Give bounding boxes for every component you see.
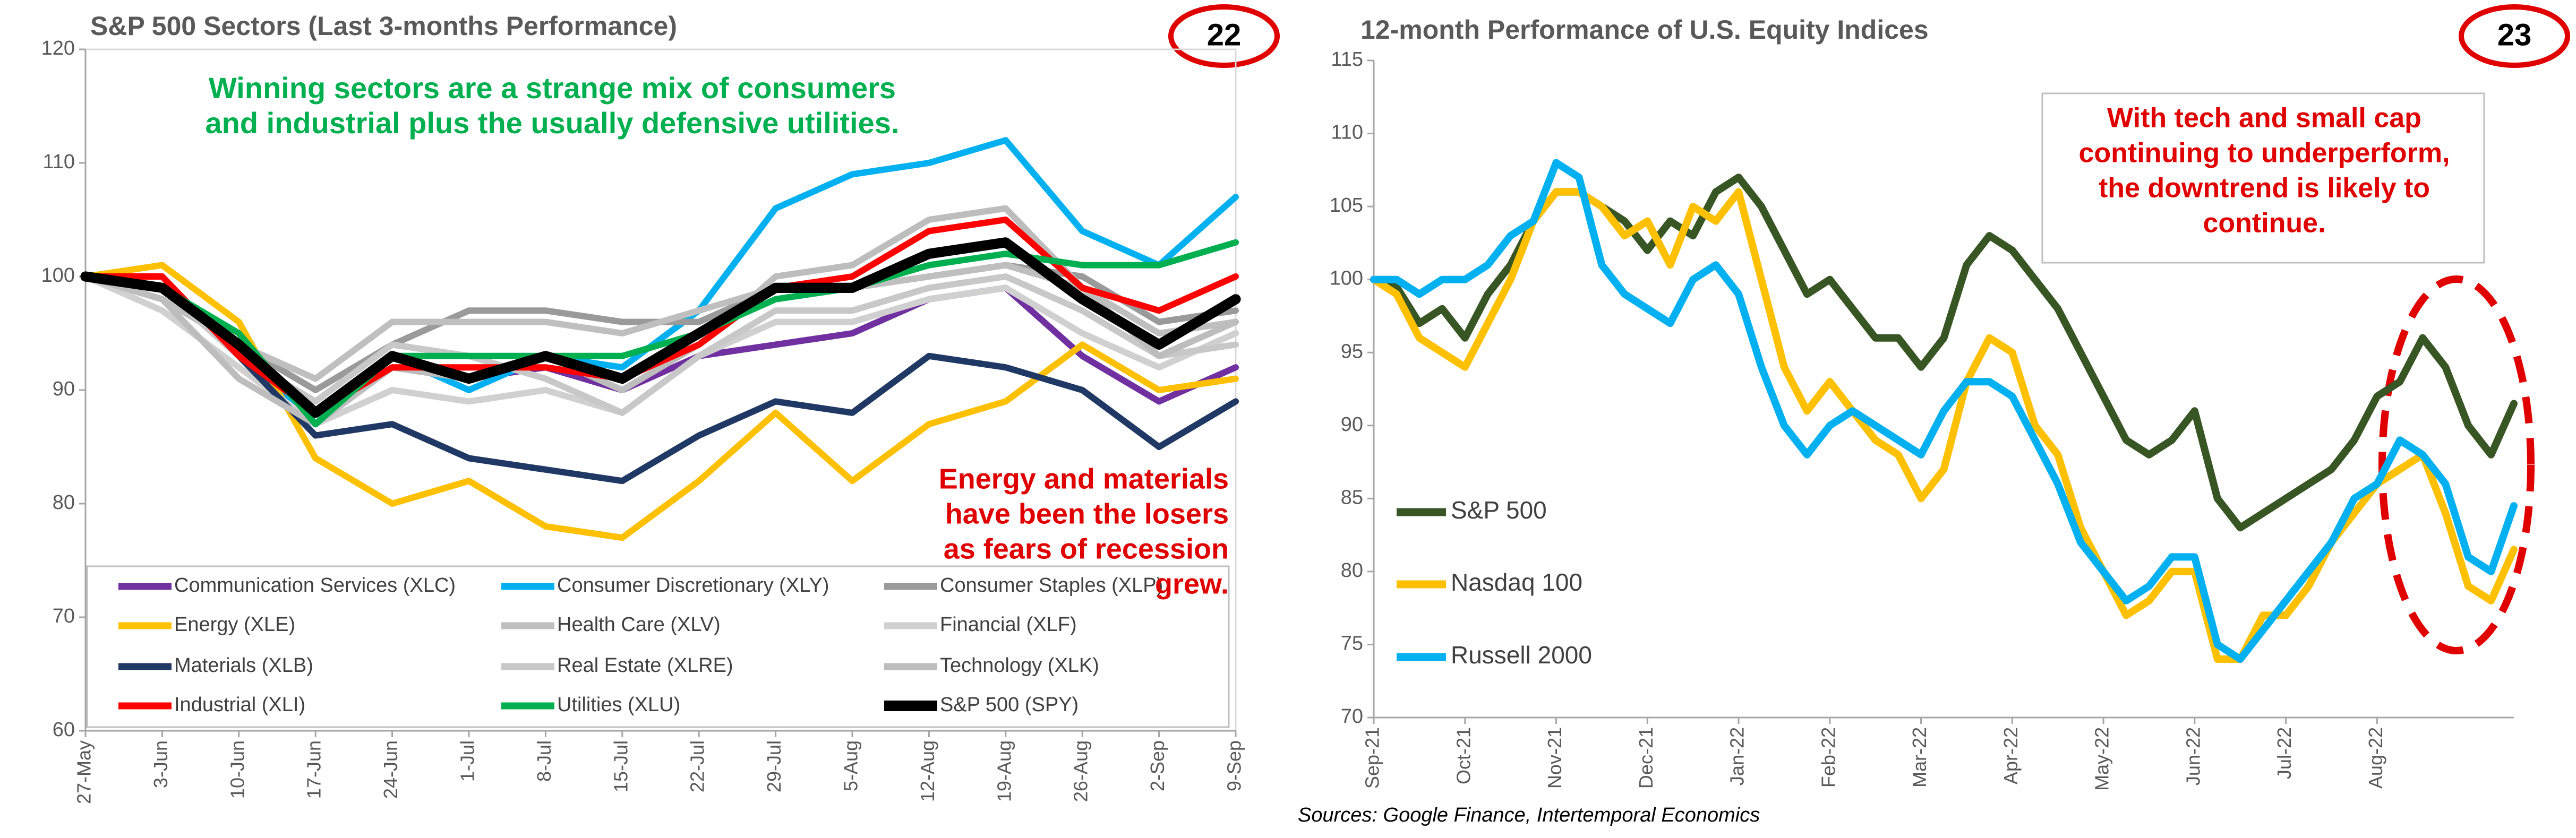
x-tick-label: Mar-22 [1909, 727, 1930, 788]
sources: Sources: Google Finance, Intertemporal E… [1298, 804, 1760, 826]
legend-label: Financial (XLF) [940, 614, 1077, 636]
x-tick-label: 1-Jul [457, 740, 478, 782]
x-tick-label: Jun-22 [2182, 727, 2204, 785]
legend-label: Technology (XLK) [940, 654, 1099, 677]
chart-title: 12-month Performance of U.S. Equity Indi… [1360, 15, 1929, 45]
highlight-ellipse [2378, 275, 2535, 654]
y-tick-label: 115 [1331, 48, 1363, 71]
legend-label: S&P 500 (SPY) [940, 694, 1079, 716]
y-tick-label: 120 [41, 37, 75, 59]
annotation: With tech and small cap [2107, 103, 2421, 134]
series-line [82, 205, 1239, 428]
legend-label: Communication Services (XLC) [174, 574, 456, 597]
x-tick-label: 29-Jul [763, 740, 785, 792]
x-tick-label: 19-Aug [993, 740, 1015, 802]
y-tick-label: 80 [53, 491, 75, 514]
x-tick-label: 12-Aug [917, 740, 938, 802]
y-tick-label: 105 [1330, 194, 1363, 217]
legend-label: Russell 2000 [1451, 641, 1592, 669]
x-tick-label: 17-Jun [303, 740, 325, 799]
series-line [82, 262, 1239, 541]
annotation: as fears of recession [944, 533, 1229, 565]
y-tick-label: 90 [53, 378, 75, 400]
y-tick-label: 70 [1341, 705, 1363, 728]
legend-label: Health Care (XLV) [557, 614, 721, 636]
annotation: and industrial plus the usually defensiv… [206, 106, 900, 140]
legend-label: Nasdaq 100 [1451, 568, 1582, 596]
x-tick-label: 10-Jun [226, 740, 248, 799]
series-line [80, 237, 1241, 418]
legend-label: Energy (XLE) [174, 614, 295, 636]
legend-label: S&P 500 [1451, 496, 1547, 524]
y-tick-label: 90 [1341, 413, 1363, 436]
annotation: Winning sectors are a strange mix of con… [209, 71, 896, 105]
x-tick-label: 24-Jun [380, 740, 401, 799]
page-badge [1168, 4, 1280, 68]
y-tick-label: 85 [1341, 486, 1363, 508]
series-line [1370, 159, 2518, 663]
y-tick-label: 60 [53, 719, 75, 741]
x-tick-label: Apr-22 [2000, 727, 2022, 784]
x-tick-label: Oct-21 [1452, 727, 1474, 784]
legend-box [86, 565, 1230, 728]
legend-label: Industrial (XLI) [174, 694, 305, 716]
legend-label: Real Estate (XLRE) [557, 654, 733, 677]
annotation-box [2041, 92, 2485, 264]
legend-label: Utilities (XLU) [557, 694, 680, 716]
y-tick-label: 100 [41, 264, 75, 287]
x-tick-label: Aug-22 [2365, 727, 2386, 789]
legend-label: Consumer Discretionary (XLY) [557, 574, 829, 597]
series-line [82, 273, 1239, 485]
y-tick-label: 110 [42, 151, 75, 173]
x-tick-label: 5-Aug [840, 740, 862, 791]
annotation: the downtrend is likely to [2099, 173, 2430, 204]
page-number: 22 [1207, 18, 1242, 52]
annotation: have been the losers [945, 498, 1229, 530]
x-tick-label: May-22 [2091, 727, 2113, 791]
x-tick-label: Jan-22 [1726, 727, 1748, 785]
page-badge [2459, 4, 2570, 68]
annotation: continuing to underperform, [2078, 138, 2450, 169]
annotation: grew. [1155, 568, 1229, 600]
y-tick-label: 95 [1341, 340, 1363, 362]
x-tick-label: Jul-22 [2273, 727, 2295, 779]
y-tick-label: 70 [53, 605, 75, 627]
x-tick-label: Sep-21 [1362, 727, 1383, 789]
y-tick-label: 80 [1341, 559, 1363, 582]
x-tick-label: 3-Jun [150, 740, 172, 788]
x-tick-label: Nov-21 [1544, 727, 1565, 789]
y-tick-label: 110 [1331, 122, 1363, 144]
x-tick-label: Feb-22 [1817, 727, 1839, 788]
y-tick-label: 75 [1341, 632, 1363, 654]
x-tick-label: 15-Jul [610, 740, 631, 792]
annotation: Energy and materials [939, 463, 1229, 495]
x-tick-label: 2-Sep [1146, 740, 1168, 791]
legend-label: Consumer Staples (XLP) [940, 574, 1163, 597]
x-tick-label: 9-Sep [1223, 740, 1245, 791]
legend-label: Materials (XLB) [174, 654, 313, 677]
y-tick-label: 100 [1330, 267, 1363, 290]
x-tick-label: 26-Aug [1070, 740, 1092, 802]
x-tick-label: 22-Jul [687, 740, 708, 792]
chart-title: S&P 500 Sectors (Last 3-months Performan… [90, 11, 677, 41]
x-tick-label: Dec-21 [1635, 727, 1657, 789]
x-tick-label: 8-Jul [533, 740, 555, 782]
x-tick-label: 27-May [73, 740, 95, 804]
annotation: continue. [2203, 208, 2325, 239]
page-number: 23 [2497, 18, 2532, 52]
